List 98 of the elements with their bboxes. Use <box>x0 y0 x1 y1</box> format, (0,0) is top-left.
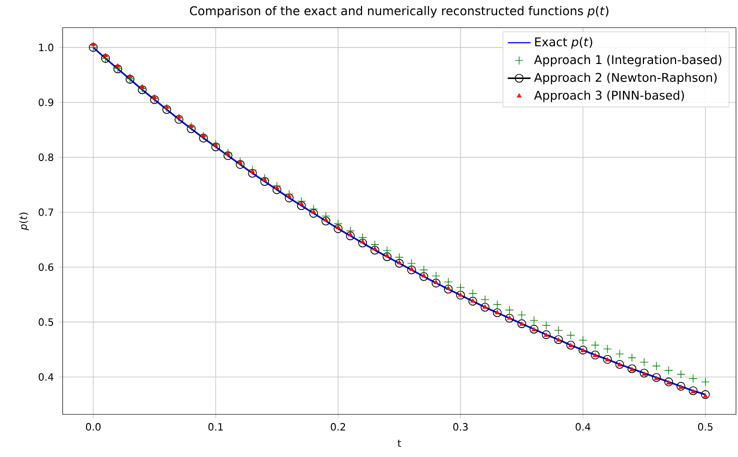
x-axis-title: t <box>398 440 402 447</box>
y-tick-label: 1.0 <box>39 44 54 52</box>
x-tick-label: 0.4 <box>576 423 590 431</box>
point <box>640 358 649 366</box>
point <box>90 42 96 46</box>
point <box>186 124 196 134</box>
point <box>260 174 269 182</box>
point <box>664 378 674 386</box>
point <box>676 382 686 391</box>
point <box>284 194 294 202</box>
point <box>236 160 245 169</box>
point <box>309 208 318 218</box>
point <box>468 289 478 298</box>
y-axis-title: p(t) <box>19 212 29 230</box>
point <box>480 302 490 312</box>
point <box>432 272 440 280</box>
point <box>676 370 686 379</box>
point <box>419 272 428 281</box>
y-tick-label: 0.4 <box>38 373 54 381</box>
point <box>248 168 257 178</box>
point <box>176 114 182 119</box>
point <box>505 306 514 314</box>
point <box>554 326 563 335</box>
point <box>530 324 538 334</box>
x-tick-label: 0.2 <box>330 423 346 431</box>
point <box>664 366 673 375</box>
point <box>566 340 576 350</box>
point <box>628 353 636 362</box>
x-tick-label: 0.0 <box>86 423 101 431</box>
x-tick-label: 0.1 <box>208 423 223 431</box>
point <box>456 283 465 292</box>
legend-label: Approach 3 (PINN-based) <box>534 90 684 102</box>
point <box>554 335 563 344</box>
chart-title: Comparison of the exact and numerically reconstructed functions p(t) <box>190 6 608 18</box>
y-tick-label: 0.6 <box>38 263 54 271</box>
point <box>211 142 220 152</box>
legend-label: Approach 1 (Integration-based) <box>534 54 722 67</box>
point <box>334 224 343 234</box>
point <box>394 258 404 268</box>
point <box>566 330 576 340</box>
point <box>358 238 368 248</box>
point <box>140 84 145 88</box>
point <box>492 308 502 318</box>
point <box>652 362 661 370</box>
point <box>115 63 120 68</box>
point <box>542 330 551 340</box>
point <box>603 344 612 354</box>
point <box>578 336 588 345</box>
point <box>188 124 194 128</box>
point <box>468 296 478 306</box>
point <box>590 340 600 350</box>
point <box>382 252 392 262</box>
point <box>517 319 526 328</box>
x-tick-label: 0.5 <box>698 423 712 431</box>
point <box>407 265 416 274</box>
point <box>615 360 624 369</box>
point <box>370 246 380 255</box>
point <box>492 300 502 309</box>
point <box>505 314 514 323</box>
point <box>615 350 624 358</box>
point <box>407 258 416 268</box>
point <box>517 310 526 320</box>
point <box>296 201 306 210</box>
point <box>152 94 157 99</box>
point <box>432 278 440 288</box>
point <box>603 355 612 364</box>
point <box>236 157 245 166</box>
point <box>652 373 661 382</box>
point <box>542 321 551 330</box>
legend-label: Exact p(t) <box>535 37 592 49</box>
point <box>701 378 710 386</box>
point <box>628 364 636 374</box>
point <box>395 252 404 262</box>
y-tick-label: 0.7 <box>38 208 54 216</box>
point <box>321 216 330 226</box>
point <box>456 290 465 300</box>
point <box>346 231 355 240</box>
point <box>530 316 538 325</box>
point <box>640 368 649 378</box>
y-tick-label: 0.5 <box>38 318 54 326</box>
point <box>700 390 710 399</box>
point <box>103 53 108 58</box>
point <box>480 295 490 304</box>
point <box>419 266 428 274</box>
point <box>224 151 232 160</box>
y-tick-label: 0.9 <box>38 98 54 106</box>
point <box>211 140 220 148</box>
point <box>201 133 206 138</box>
y-tick-label: 0.8 <box>38 154 54 162</box>
point <box>688 386 698 396</box>
point <box>444 278 453 286</box>
point <box>260 177 270 186</box>
point <box>688 374 698 383</box>
point <box>128 74 132 78</box>
point <box>444 284 453 294</box>
x-tick-label: 0.3 <box>453 423 468 431</box>
legend-label: Approach 2 (Newton-Raphson) <box>534 72 717 84</box>
point <box>272 185 282 194</box>
